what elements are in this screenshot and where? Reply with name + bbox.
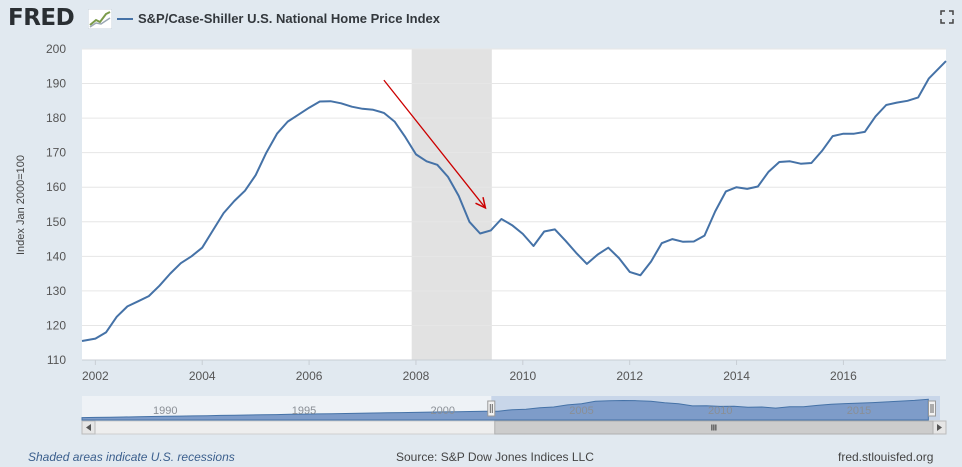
site-link[interactable]: fred.stlouisfed.org: [838, 450, 934, 464]
y-tick-label: 110: [47, 353, 66, 367]
x-tick-label: 2008: [403, 369, 430, 383]
series-title[interactable]: S&P/Case-Shiller U.S. National Home Pric…: [138, 11, 440, 26]
navigator-handle-body[interactable]: [928, 400, 936, 417]
navigator-label: 2000: [430, 405, 454, 417]
plot-background: [82, 49, 946, 360]
series-line: [81, 60, 947, 342]
expand-icon[interactable]: [940, 10, 954, 24]
y-tick-label: 140: [46, 249, 66, 263]
scroll-left-arrow-icon: [86, 424, 91, 431]
y-tick-label: 180: [46, 111, 66, 125]
navigator-label: 2010: [708, 405, 732, 417]
x-tick-label: 2016: [830, 369, 857, 383]
navigator-label: 2005: [569, 405, 593, 417]
fred-logo[interactable]: FRED: [8, 5, 75, 31]
recession-note-link[interactable]: Shaded areas indicate U.S. recessions: [28, 450, 235, 464]
navigator-handle-right[interactable]: [928, 400, 936, 417]
x-tick-label: 2012: [616, 369, 643, 383]
y-tick-label: 200: [46, 42, 66, 56]
x-tick-label: 2014: [723, 369, 750, 383]
y-axis-title: Index Jan 2000=100: [15, 155, 27, 255]
y-tick-label: 130: [46, 284, 66, 298]
fred-logo-graph-icon: [88, 9, 112, 29]
y-tick-label: 120: [46, 318, 66, 332]
navigator-handle-body[interactable]: [487, 400, 496, 417]
annotation-arrow-head-icon: [475, 197, 487, 210]
x-tick-label: 2006: [296, 369, 323, 383]
chart-header: FRED S&P/Case-Shiller U.S. National Home…: [0, 0, 962, 38]
source-text: Source: S&P Dow Jones Indices LLC: [396, 450, 594, 464]
x-tick-label: 2010: [509, 369, 536, 383]
navigator-label: 1990: [153, 405, 177, 417]
y-tick-label: 150: [46, 215, 66, 229]
annotation-arrow-shaft: [383, 79, 486, 209]
x-tick-label: 2002: [82, 369, 109, 383]
chart-svg: 110 120 130 140 150 160 170 180 190 200 2002 2004 2…: [15, 42, 947, 435]
y-tick-label: 190: [46, 77, 66, 91]
navigator-label: 1995: [292, 405, 316, 417]
scroll-right-arrow-icon: [937, 424, 942, 431]
y-tick-label: 160: [46, 180, 66, 194]
navigator-label: 2015: [847, 405, 871, 417]
navigator[interactable]: 1990 1995 2000 2005 2010 2015: [81, 396, 940, 421]
x-tick-label: 2004: [189, 369, 216, 383]
y-tick-label: 170: [46, 146, 66, 160]
navigator-series-area: [81, 398, 929, 421]
scrollbar[interactable]: [81, 420, 947, 435]
legend-line-swatch: [117, 18, 133, 20]
navigator-handle-left[interactable]: [487, 400, 496, 417]
scrollbar-grip-icon: [711, 424, 717, 431]
